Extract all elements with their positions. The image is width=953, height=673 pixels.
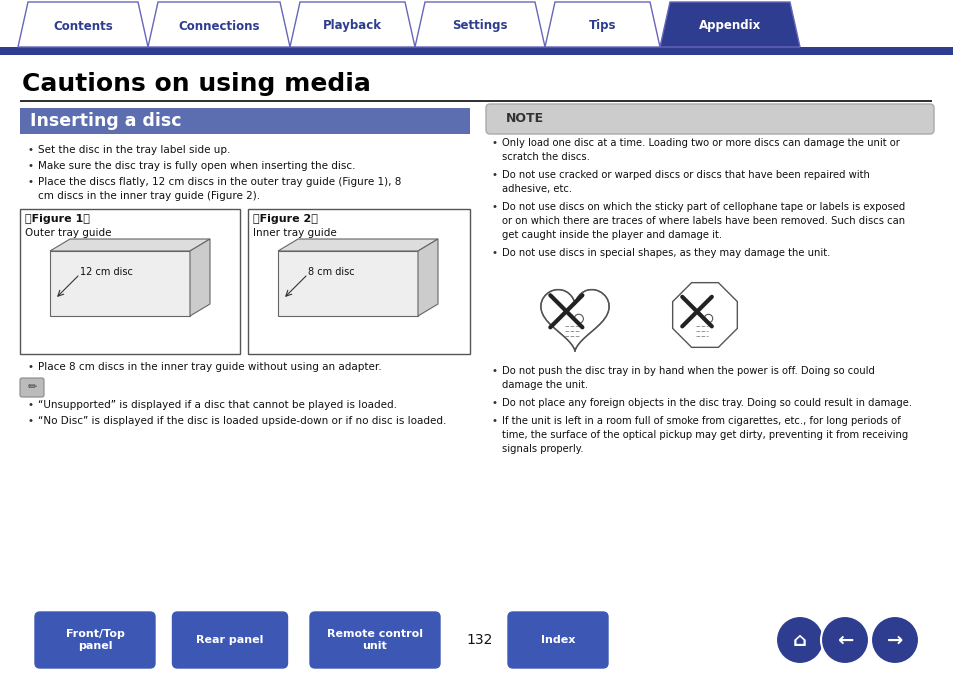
Text: Index: Index	[540, 635, 575, 645]
Text: •: •	[28, 161, 34, 171]
Circle shape	[574, 314, 582, 323]
Circle shape	[870, 616, 918, 664]
Text: “Unsupported” is displayed if a disc that cannot be played is loaded.: “Unsupported” is displayed if a disc tha…	[38, 400, 396, 410]
Bar	[20, 108, 470, 134]
Text: Make sure the disc tray is fully open when inserting the disc.: Make sure the disc tray is fully open wh…	[38, 161, 355, 171]
Circle shape	[775, 616, 823, 664]
Text: Appendix: Appendix	[699, 20, 760, 32]
Text: •: •	[492, 170, 497, 180]
FancyBboxPatch shape	[20, 378, 44, 397]
Polygon shape	[277, 239, 437, 251]
Text: →: →	[886, 631, 902, 649]
Bar	[20, 209, 240, 354]
Polygon shape	[417, 239, 437, 316]
Text: •: •	[28, 177, 34, 187]
Bar	[0, 47, 953, 55]
Polygon shape	[290, 2, 415, 47]
Text: ⌂: ⌂	[792, 631, 806, 649]
Text: Tips: Tips	[588, 20, 616, 32]
Text: •: •	[492, 248, 497, 258]
Text: Front/Top
panel: Front/Top panel	[66, 629, 124, 651]
Text: Rear panel: Rear panel	[196, 635, 263, 645]
FancyBboxPatch shape	[172, 612, 287, 668]
Circle shape	[703, 314, 712, 322]
Text: Do not use cracked or warped discs or discs that have been repaired with: Do not use cracked or warped discs or di…	[501, 170, 869, 180]
Polygon shape	[415, 2, 544, 47]
Text: Settings: Settings	[452, 20, 507, 32]
Text: If the unit is left in a room full of smoke from cigarettes, etc., for long peri: If the unit is left in a room full of sm…	[501, 416, 900, 426]
Text: Place 8 cm discs in the inner tray guide without using an adapter.: Place 8 cm discs in the inner tray guide…	[38, 362, 381, 372]
Polygon shape	[190, 239, 210, 316]
Text: •: •	[492, 398, 497, 408]
Text: Set the disc in the tray label side up.: Set the disc in the tray label side up.	[38, 145, 230, 155]
Text: •: •	[492, 366, 497, 376]
Text: time, the surface of the optical pickup may get dirty, preventing it from receiv: time, the surface of the optical pickup …	[501, 430, 907, 440]
Text: Cautions on using media: Cautions on using media	[22, 72, 371, 96]
Text: •: •	[492, 202, 497, 212]
Text: get caught inside the player and damage it.: get caught inside the player and damage …	[501, 230, 721, 240]
Text: cm discs in the inner tray guide (Figure 2).: cm discs in the inner tray guide (Figure…	[38, 191, 260, 201]
Text: scratch the discs.: scratch the discs.	[501, 152, 589, 162]
Bar	[50, 251, 190, 316]
Polygon shape	[544, 2, 659, 47]
Text: •: •	[492, 138, 497, 148]
Text: 8 cm disc: 8 cm disc	[308, 267, 355, 277]
Polygon shape	[672, 283, 737, 347]
Text: Contents: Contents	[53, 20, 112, 32]
Text: Place the discs flatly, 12 cm discs in the outer tray guide (Figure 1), 8: Place the discs flatly, 12 cm discs in t…	[38, 177, 401, 187]
Polygon shape	[540, 289, 609, 351]
Text: NOTE: NOTE	[505, 112, 543, 125]
FancyBboxPatch shape	[310, 612, 439, 668]
Bar	[277, 251, 417, 316]
Text: 『Figure 2』: 『Figure 2』	[253, 214, 317, 224]
Text: “No Disc” is displayed if the disc is loaded upside-down or if no disc is loaded: “No Disc” is displayed if the disc is lo…	[38, 416, 446, 426]
Text: Do not push the disc tray in by hand when the power is off. Doing so could: Do not push the disc tray in by hand whe…	[501, 366, 874, 376]
Text: •: •	[28, 145, 34, 155]
FancyBboxPatch shape	[35, 612, 154, 668]
Text: ✏: ✏	[28, 382, 36, 392]
Text: 12 cm disc: 12 cm disc	[80, 267, 132, 277]
Bar	[248, 209, 470, 354]
Text: adhesive, etc.: adhesive, etc.	[501, 184, 572, 194]
Text: signals properly.: signals properly.	[501, 444, 583, 454]
Text: Only load one disc at a time. Loading two or more discs can damage the unit or: Only load one disc at a time. Loading tw…	[501, 138, 899, 148]
Text: Do not use discs on which the sticky part of cellophane tape or labels is expose: Do not use discs on which the sticky par…	[501, 202, 904, 212]
FancyBboxPatch shape	[507, 612, 607, 668]
Text: Do not use discs in special shapes, as they may damage the unit.: Do not use discs in special shapes, as t…	[501, 248, 829, 258]
Polygon shape	[18, 2, 148, 47]
Text: Remote control
unit: Remote control unit	[327, 629, 422, 651]
FancyBboxPatch shape	[485, 104, 933, 134]
Text: 132: 132	[466, 633, 493, 647]
Text: •: •	[28, 416, 34, 426]
Bar	[20, 100, 931, 102]
Text: Playback: Playback	[323, 20, 381, 32]
Text: Outer tray guide: Outer tray guide	[25, 228, 112, 238]
Polygon shape	[148, 2, 290, 47]
Text: Inserting a disc: Inserting a disc	[30, 112, 181, 130]
Text: 『Figure 1』: 『Figure 1』	[25, 214, 90, 224]
Text: Inner tray guide: Inner tray guide	[253, 228, 336, 238]
Text: Do not place any foreign objects in the disc tray. Doing so could result in dama: Do not place any foreign objects in the …	[501, 398, 911, 408]
Text: ←: ←	[836, 631, 852, 649]
Text: Connections: Connections	[178, 20, 259, 32]
Text: or on which there are traces of where labels have been removed. Such discs can: or on which there are traces of where la…	[501, 216, 904, 226]
Text: •: •	[28, 400, 34, 410]
Polygon shape	[50, 239, 210, 251]
Polygon shape	[659, 2, 800, 47]
Text: •: •	[492, 416, 497, 426]
Text: •: •	[28, 362, 34, 372]
Text: damage the unit.: damage the unit.	[501, 380, 587, 390]
Circle shape	[821, 616, 868, 664]
